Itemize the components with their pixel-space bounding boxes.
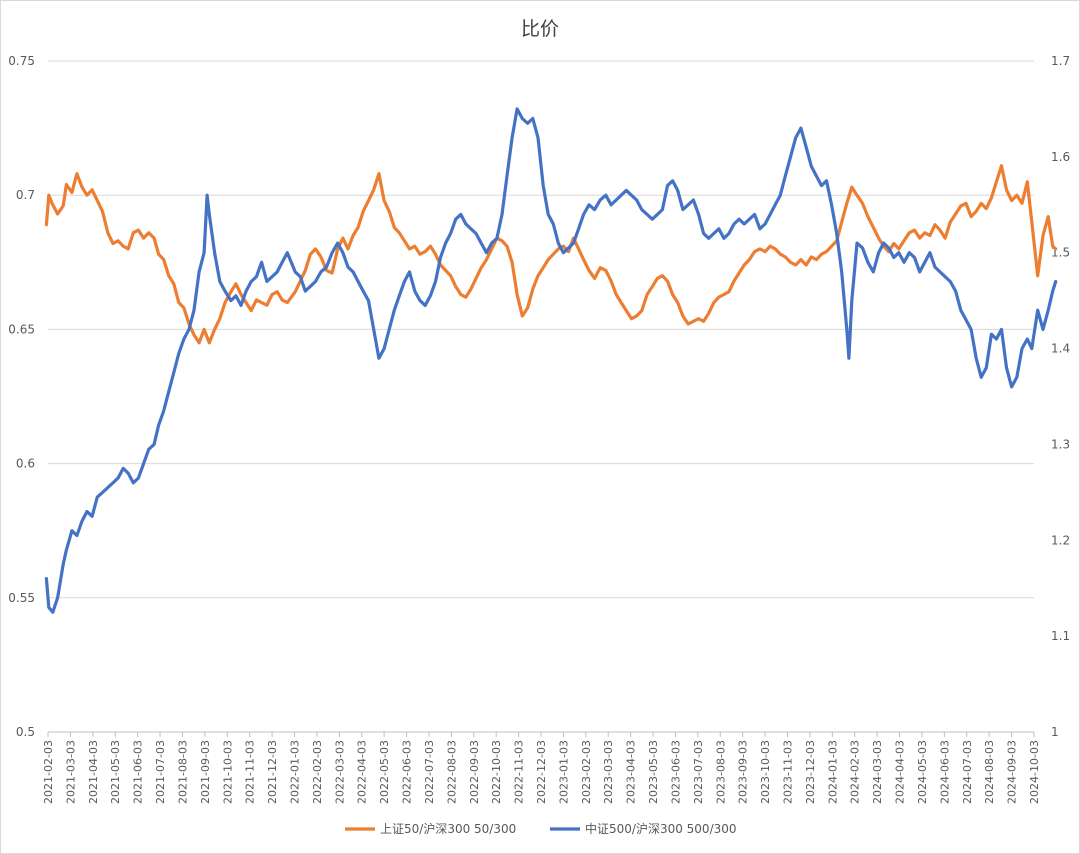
x-tick-label: 2021-05-03 — [109, 740, 122, 804]
x-tick-label: 2024-07-03 — [961, 740, 974, 804]
y-right-tick-label: 1.4 — [1051, 342, 1070, 356]
x-tick-label: 2023-08-03 — [714, 740, 727, 804]
y-right-tick-label: 1.7 — [1051, 54, 1070, 68]
x-tick-label: 2021-04-03 — [87, 740, 100, 804]
x-tick-label: 2023-10-03 — [759, 740, 772, 804]
x-tick-label: 2024-03-03 — [871, 740, 884, 804]
gridlines — [48, 60, 1034, 599]
y-left-tick-label: 0.65 — [8, 322, 35, 336]
legend-label-1: 上证50/沪深300 50/300 — [380, 822, 516, 836]
x-tick-label: 2021-07-03 — [154, 740, 167, 804]
x-tick-label: 2021-09-03 — [199, 740, 212, 804]
x-tick-label: 2022-06-03 — [401, 740, 414, 804]
x-tick-label: 2024-10-03 — [1028, 740, 1041, 804]
x-tick-label: 2022-07-03 — [423, 740, 436, 804]
series-line-2 — [44, 107, 1058, 614]
y-right-tick-label: 1 — [1051, 725, 1059, 739]
x-tick-label: 2023-05-03 — [647, 740, 660, 804]
x-tick-label: 2024-05-03 — [916, 740, 929, 804]
y-right-tick-label: 1.6 — [1051, 150, 1070, 164]
x-tick-label: 2023-02-03 — [580, 740, 593, 804]
x-tick-label: 2023-11-03 — [782, 740, 795, 804]
chart-title: 比价 — [521, 18, 559, 40]
x-tick-label: 2024-04-03 — [894, 740, 907, 804]
x-tick-label: 2022-09-03 — [468, 740, 481, 804]
y-right-tick-label: 1.1 — [1051, 629, 1070, 643]
x-tick-label: 2022-10-03 — [490, 740, 503, 804]
x-tick-label: 2024-02-03 — [849, 740, 862, 804]
x-tick-label: 2021-12-03 — [266, 740, 279, 804]
x-tick-label: 2022-02-03 — [311, 740, 324, 804]
x-tick-label: 2021-08-03 — [176, 740, 189, 804]
axes: 0.50.550.60.650.70.7511.11.21.31.41.51.6… — [8, 54, 1070, 804]
x-tick-label: 2024-09-03 — [1006, 740, 1019, 804]
y-left-tick-label: 0.5 — [16, 725, 35, 739]
y-right-tick-label: 1.2 — [1051, 533, 1070, 547]
x-tick-label: 2022-11-03 — [513, 740, 526, 804]
y-left-tick-label: 0.75 — [8, 54, 35, 68]
legend: 上证50/沪深300 50/300 中证500/沪深300 500/300 — [345, 821, 737, 836]
x-tick-label: 2021-02-03 — [42, 740, 55, 804]
x-tick-label: 2024-06-03 — [938, 740, 951, 804]
x-tick-label: 2023-03-03 — [602, 740, 615, 804]
x-tick-label: 2023-06-03 — [669, 740, 682, 804]
x-tick-label: 2023-07-03 — [692, 740, 705, 804]
x-tick-label: 2022-08-03 — [445, 740, 458, 804]
x-tick-label: 2022-03-03 — [333, 740, 346, 804]
legend-label-2: 中证500/沪深300 500/300 — [585, 821, 737, 836]
x-tick-label: 2021-10-03 — [221, 740, 234, 804]
x-tick-label: 2022-04-03 — [356, 740, 369, 804]
x-tick-label: 2022-01-03 — [289, 740, 302, 804]
x-tick-label: 2022-05-03 — [378, 740, 391, 804]
x-tick-label: 2024-01-03 — [826, 740, 839, 804]
x-tick-label: 2023-04-03 — [625, 740, 638, 804]
y-left-tick-label: 0.55 — [8, 591, 35, 605]
x-tick-label: 2023-09-03 — [737, 740, 750, 804]
y-right-tick-label: 1.3 — [1051, 437, 1070, 451]
y-left-tick-label: 0.7 — [16, 188, 35, 202]
x-tick-label: 2022-12-03 — [535, 740, 548, 804]
x-tick-label: 2024-08-03 — [983, 740, 996, 804]
x-tick-label: 2021-06-03 — [132, 740, 145, 804]
x-tick-label: 2023-12-03 — [804, 740, 817, 804]
y-left-tick-label: 0.6 — [16, 457, 35, 471]
x-tick-label: 2021-03-03 — [64, 740, 77, 804]
series-lines — [44, 107, 1058, 614]
x-tick-label: 2023-01-03 — [557, 740, 570, 804]
x-tick-label: 2021-11-03 — [244, 740, 257, 804]
